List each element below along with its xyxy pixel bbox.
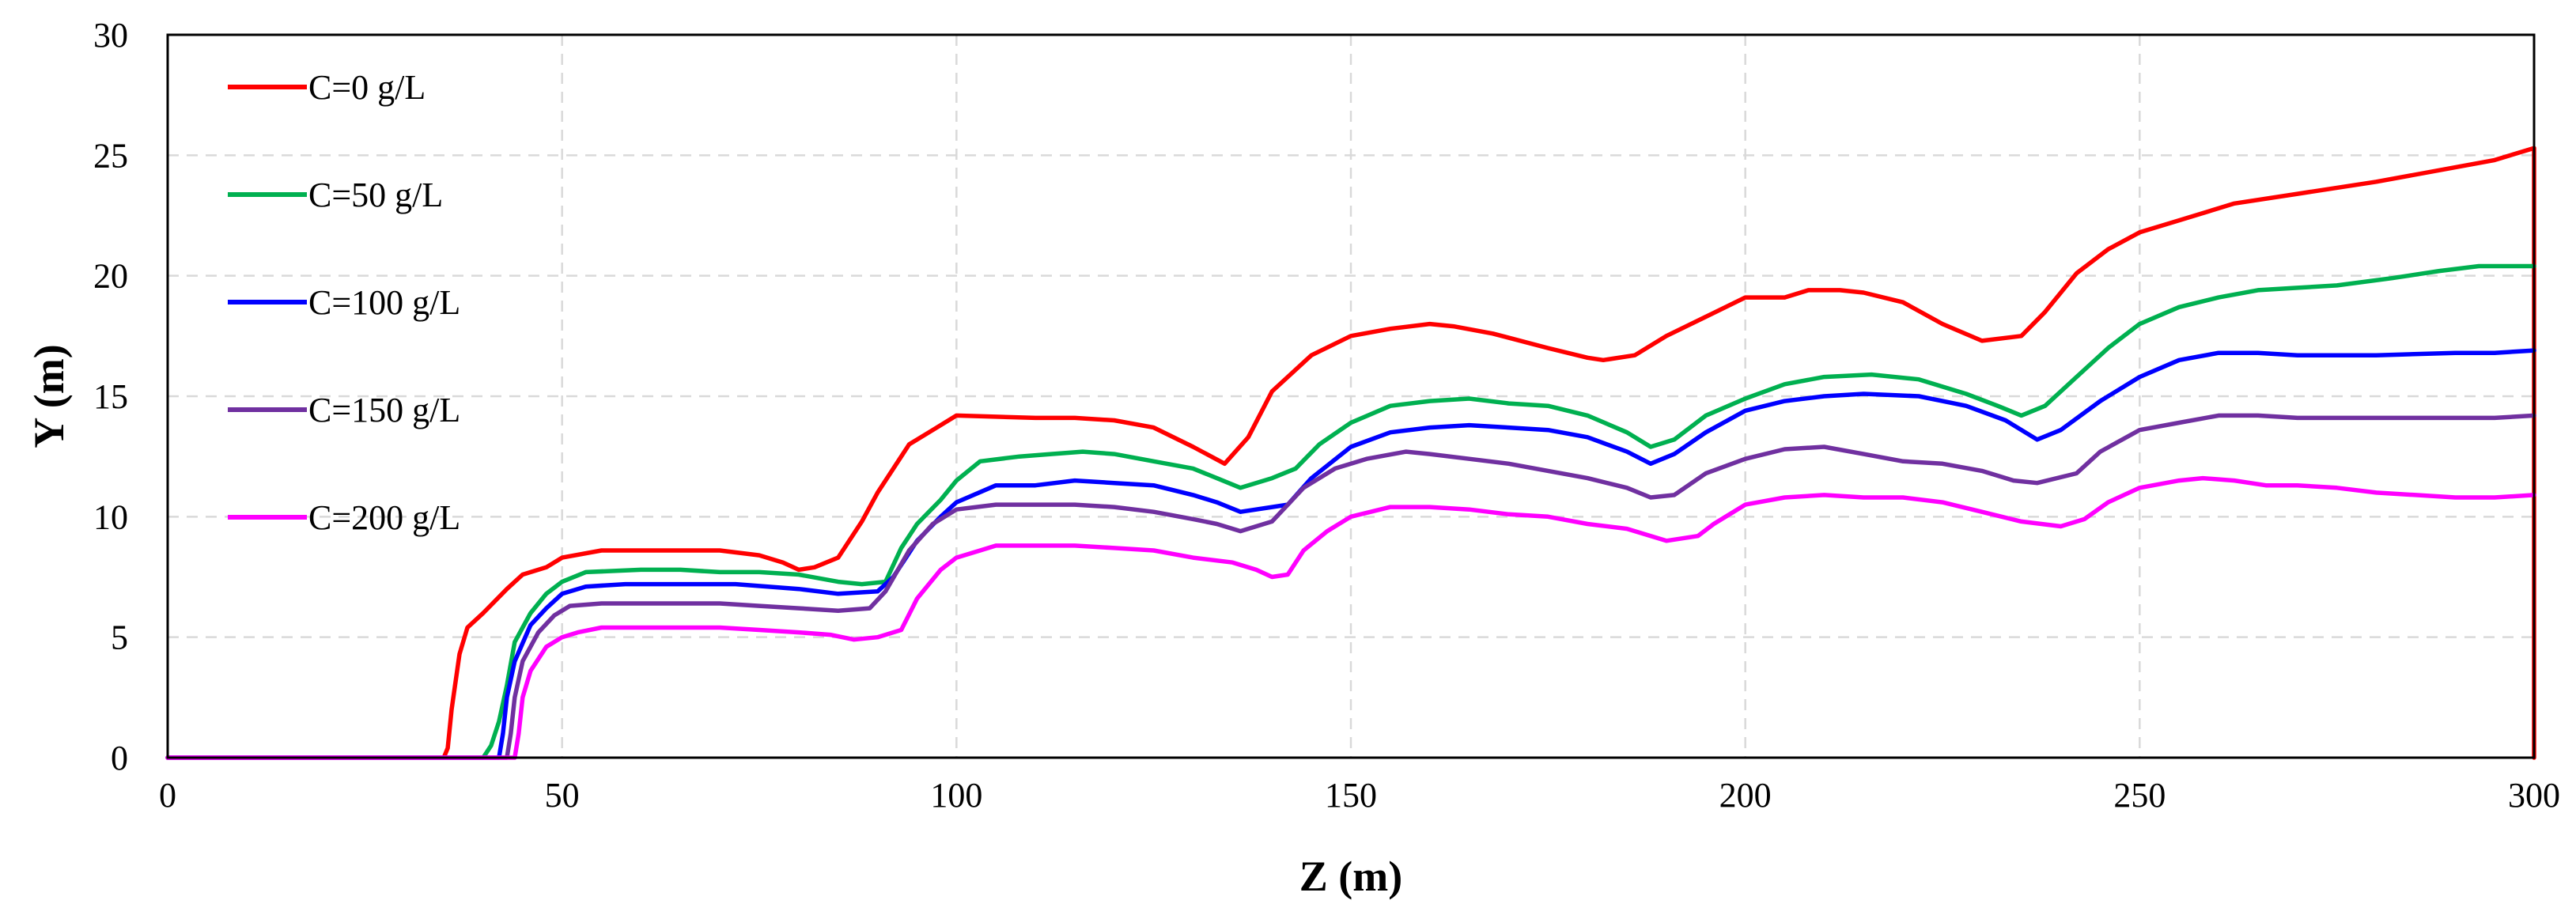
legend: C=0 g/L C=50 g/L C=100 g/L C=150 g/L C=200 g… [228,68,460,537]
y-tick-label: 25 [93,136,128,175]
series-line [165,348,2536,760]
series-line [165,413,2536,760]
y-tick-label: 30 [93,16,128,55]
legend-label: C=100 g/L [308,283,460,322]
y-tick-label: 10 [93,497,128,536]
x-tick-label: 50 [545,776,580,815]
y-axis-title: Y (m) [25,344,73,448]
axis-ticks: 0 50 100 150 200 250 300 0 5 10 15 20 25 30 [93,16,2560,815]
x-tick-label: 150 [1325,776,1377,815]
x-axis-title: Z (m) [1299,853,1402,900]
y-tick-label: 5 [111,618,128,657]
x-tick-label: 100 [930,776,982,815]
x-tick-label: 0 [159,776,176,815]
x-tick-label: 200 [1719,776,1772,815]
series-lines [165,146,2536,760]
series-line [165,263,2536,760]
y-tick-label: 20 [93,257,128,296]
series-line [165,146,2536,760]
legend-label: C=150 g/L [308,391,460,429]
x-tick-label: 250 [2113,776,2166,815]
y-tick-label: 0 [111,739,128,777]
plot-area-border [166,33,2536,759]
legend-label: C=200 g/L [308,498,460,537]
x-tick-label: 300 [2508,776,2560,815]
grid [168,35,2534,758]
legend-label: C=0 g/L [308,68,426,107]
series-line [165,475,2536,760]
legend-label: C=50 g/L [308,176,443,214]
y-tick-label: 15 [93,377,128,416]
